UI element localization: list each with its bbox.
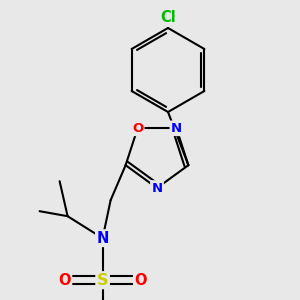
- Text: O: O: [134, 273, 147, 288]
- Text: N: N: [96, 231, 109, 246]
- Text: O: O: [58, 273, 71, 288]
- Text: O: O: [132, 122, 143, 135]
- Text: Cl: Cl: [160, 11, 176, 26]
- Text: N: N: [152, 182, 163, 194]
- Text: N: N: [171, 122, 182, 135]
- Text: S: S: [97, 273, 108, 288]
